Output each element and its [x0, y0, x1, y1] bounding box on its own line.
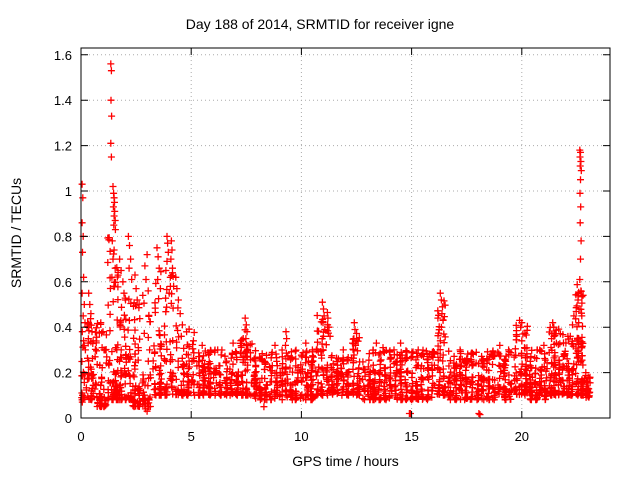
y-tick-label: 1.4 — [54, 93, 72, 108]
x-tick-label: 15 — [404, 429, 418, 444]
y-tick-label: 0 — [65, 411, 72, 426]
y-tick-label: 0.2 — [54, 366, 72, 381]
y-tick-label: 1.2 — [54, 139, 72, 154]
y-tick-label: 1 — [65, 184, 72, 199]
x-axis-label: GPS time / hours — [292, 453, 399, 469]
axis-ticks — [80, 48, 610, 419]
y-tick-label: 0.8 — [54, 229, 72, 244]
x-tick-label: 20 — [515, 429, 529, 444]
y-tick-label: 0.6 — [54, 275, 72, 290]
x-tick-label: 0 — [77, 429, 84, 444]
data-points — [78, 60, 594, 419]
plot-border — [80, 47, 611, 419]
y-tick-label: 0.4 — [54, 320, 72, 335]
chart-title: Day 188 of 2014, SRMTID for receiver ign… — [185, 16, 455, 32]
y-tick-label: 1.6 — [54, 48, 72, 63]
x-tick-label: 10 — [294, 429, 308, 444]
x-tick-label: 5 — [188, 429, 195, 444]
